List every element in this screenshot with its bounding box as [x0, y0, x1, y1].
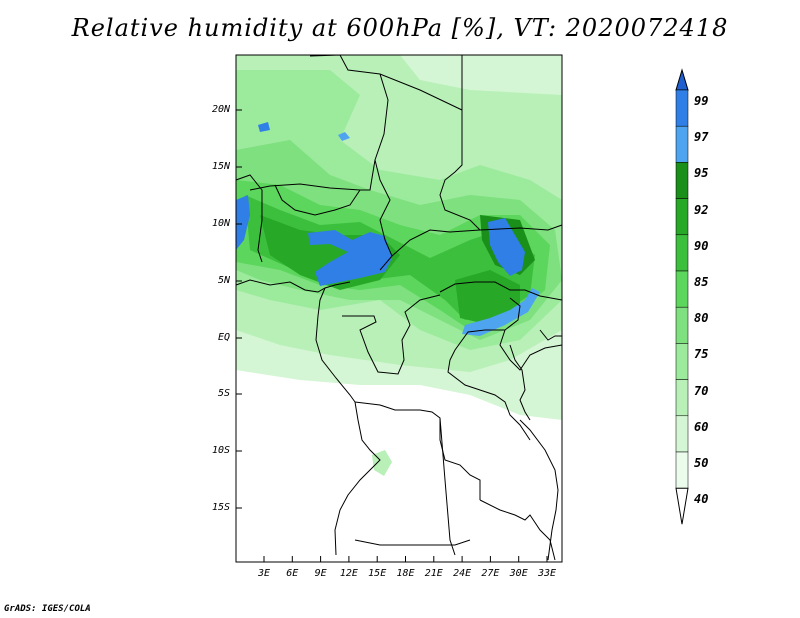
- lon-label: 21E: [424, 568, 443, 579]
- colorbar-segment: [675, 89, 689, 127]
- lon-label: 6E: [286, 568, 299, 579]
- lon-label: 9E: [314, 568, 327, 579]
- colorbar-label: 85: [694, 275, 709, 289]
- lat-label: 15N: [211, 161, 230, 172]
- colorbar-segment: [675, 451, 689, 489]
- colorbar-top-arrow: [675, 68, 689, 91]
- map-frame-border: [235, 54, 563, 563]
- credit-label: GrADS: IGES/COLA: [4, 604, 91, 614]
- colorbar-label: 70: [694, 383, 709, 398]
- colorbar-segment: [675, 162, 689, 199]
- lat-label: EQ: [217, 332, 230, 343]
- lat-label: 5S: [217, 388, 230, 399]
- colorbar-segment: [675, 125, 689, 163]
- lon-label: 12E: [339, 568, 358, 579]
- colorbar-segment: [675, 198, 689, 236]
- colorbar: [675, 68, 689, 525]
- colorbar-label: 99: [694, 94, 709, 108]
- lat-label: 10S: [211, 445, 230, 456]
- lon-label: 27E: [481, 568, 500, 579]
- colorbar-segment: [675, 306, 689, 344]
- colorbar-label: 60: [694, 419, 709, 434]
- lat-label: 15S: [211, 502, 230, 513]
- colorbar-segment: [675, 379, 689, 417]
- chart-title: Relative humidity at 600hPa [%], VT: 202…: [71, 14, 729, 42]
- lon-label: 3E: [257, 568, 271, 579]
- lon-label: 30E: [509, 568, 528, 579]
- colorbar-segment: [675, 343, 689, 380]
- colorbar-segment: [675, 415, 689, 453]
- colorbar-label: 90: [694, 238, 709, 253]
- lat-label: 10N: [211, 218, 230, 229]
- humidity-field: [236, 55, 562, 562]
- colorbar-segment: [675, 270, 689, 308]
- lon-label: 15E: [368, 568, 387, 579]
- lat-label: 20N: [211, 104, 230, 115]
- colorbar-label: 40: [694, 492, 709, 507]
- colorbar-bottom-arrow: [675, 487, 689, 525]
- lon-label: 18E: [396, 568, 415, 579]
- colorbar-label: 95: [694, 166, 709, 181]
- colorbar-label: 92: [694, 202, 709, 217]
- colorbar-label: 80: [694, 311, 709, 326]
- colorbar-label: 97: [694, 130, 709, 145]
- lat-label: 5N: [217, 275, 230, 286]
- colorbar-label: 75: [694, 347, 709, 362]
- lon-label: 24E: [453, 568, 472, 579]
- colorbar-segment: [675, 234, 689, 272]
- lon-label: 33E: [537, 568, 557, 579]
- colorbar-label: 50: [694, 456, 709, 470]
